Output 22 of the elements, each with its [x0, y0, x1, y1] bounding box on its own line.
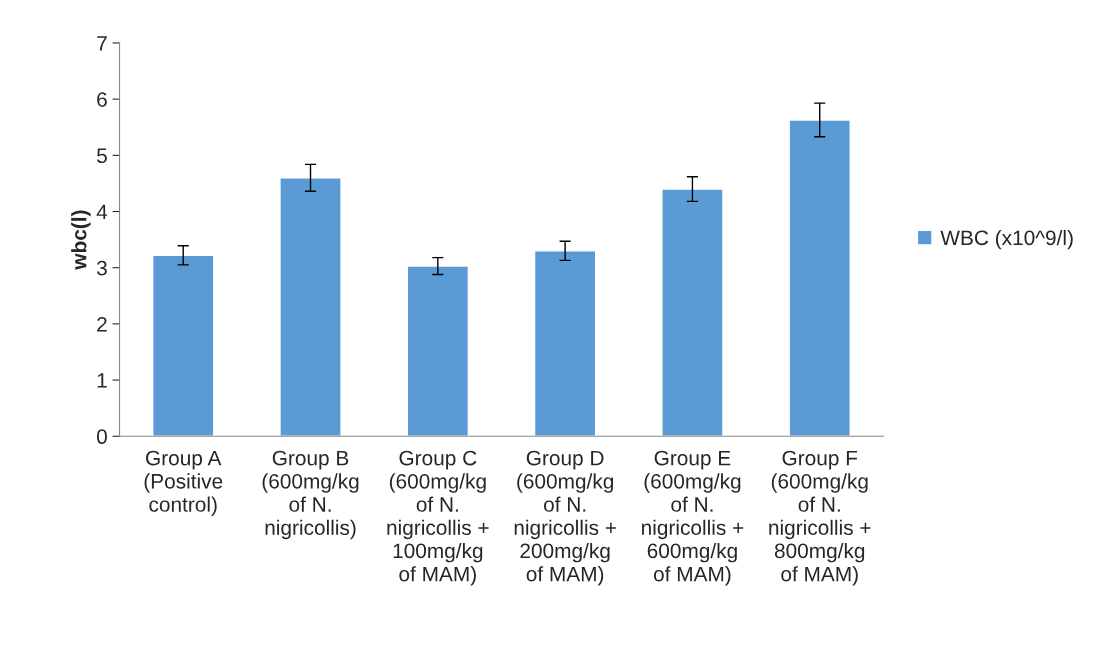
y-tick-label: 4 — [96, 204, 108, 220]
bar — [279, 177, 342, 437]
y-tick-label: 1 — [97, 373, 107, 388]
bar — [406, 265, 470, 437]
x-tick-label: Group A (Positive control) — [144, 450, 223, 516]
y-tick-label: 0 — [96, 429, 107, 445]
bar — [151, 254, 215, 437]
y-axis-title: wbc(l) — [71, 210, 91, 270]
x-tick-label: Group F (600mg/kg of N. nigricollis + 800mg/kg of MAM) — [769, 450, 871, 586]
x-tick-label: Group B (600mg/kg of N. nigricollis) — [262, 450, 359, 540]
x-tick-label: Group C (600mg/kg of N. nigricollis + 100mg/kg of MAM) — [387, 450, 489, 586]
y-tick-label: 3 — [96, 260, 107, 276]
y-tick-label: 7 — [97, 36, 107, 51]
bar — [533, 250, 597, 437]
bar — [788, 119, 851, 437]
legend-label: WBC (x10^9/l) — [940, 229, 1073, 250]
bar — [661, 188, 724, 437]
x-tick-label: Group D (600mg/kg of N. nigricollis + 200mg/kg of MAM) — [514, 450, 616, 586]
y-tick-label: 5 — [97, 148, 107, 164]
y-tick-label: 2 — [97, 316, 107, 332]
y-tick-label: 6 — [97, 92, 107, 107]
x-tick-label: Group E (600mg/kg of N. nigricollis + 600mg/kg of MAM) — [642, 450, 744, 586]
